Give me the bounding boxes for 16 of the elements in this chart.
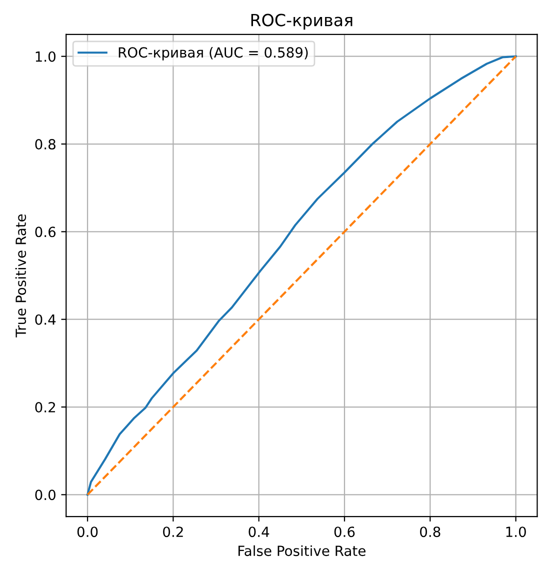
x-axis-title: False Positive Rate [238, 545, 366, 556]
y-tick-label: 1.0 [36, 51, 56, 62]
y-tick-label: 0.0 [35, 490, 56, 500]
x-tick-label: 0.4 [248, 526, 270, 538]
y-axis-title: True Positive Rate [15, 214, 26, 338]
x-tick-label: 0.6 [334, 526, 355, 538]
y-tick-label: 0.2 [35, 402, 56, 412]
y-tick-label: 0.6 [35, 226, 56, 238]
legend-label: ROC-кривая (AUC = 0.589) [118, 46, 308, 60]
chart-title: ROC-кривая [251, 14, 352, 30]
y-tick-label: 0.8 [35, 138, 56, 150]
x-tick-label: 0.8 [420, 526, 440, 538]
x-tick-label: 0.0 [77, 526, 98, 538]
x-tick-label: 0.2 [163, 526, 183, 538]
y-tick-label: 0.4 [35, 314, 56, 325]
x-tick-label: 1.0 [506, 526, 526, 538]
